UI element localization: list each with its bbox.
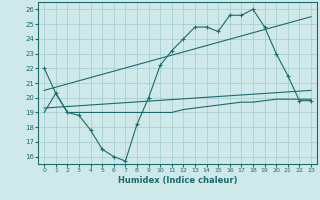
- X-axis label: Humidex (Indice chaleur): Humidex (Indice chaleur): [118, 176, 237, 185]
